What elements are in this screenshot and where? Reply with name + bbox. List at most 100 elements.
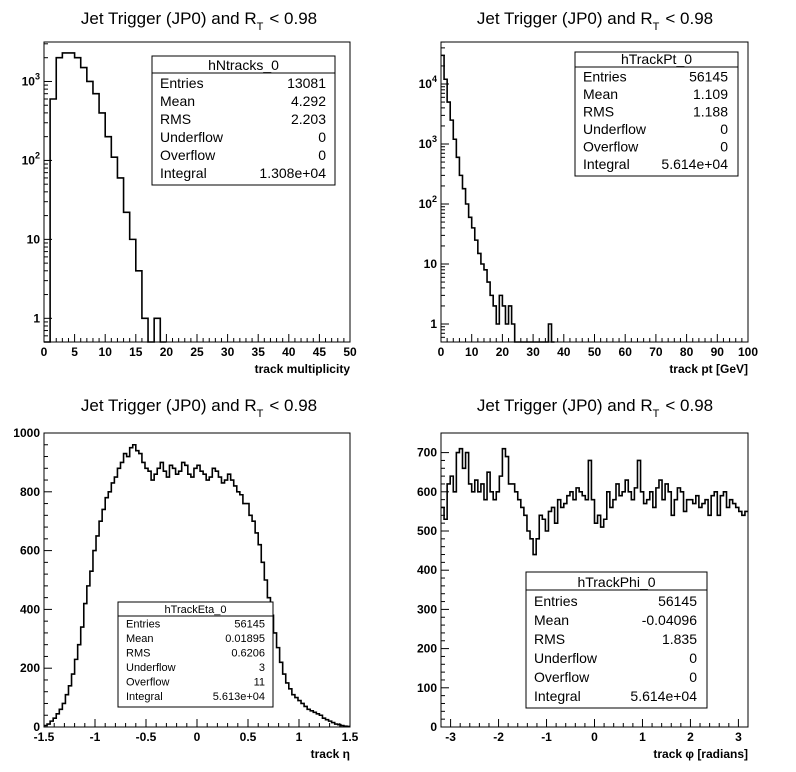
x-tick-label: 40	[557, 345, 571, 359]
stats-label: Underflow	[583, 121, 647, 137]
stats-label: Entries	[160, 75, 204, 91]
x-tick-label: -0.5	[136, 730, 157, 744]
x-tick-label: 5	[71, 345, 78, 359]
plot-title-tail: < 0.98	[269, 396, 317, 415]
x-tick-label: 0.5	[240, 730, 257, 744]
y-tick-label: 0	[33, 720, 40, 734]
x-axis-label: track η	[311, 747, 350, 761]
stats-label: Integral	[126, 691, 163, 703]
stats-value: 13081	[287, 75, 326, 91]
stats-value: 1.308e+04	[259, 165, 326, 181]
y-tick-label: 1000	[13, 426, 40, 440]
y-tick-label: 400	[20, 602, 40, 616]
plot-title: Jet Trigger (JP0) and RT < 0.98	[477, 9, 713, 33]
histogram-line	[44, 52, 167, 343]
x-tick-label: 2	[687, 730, 694, 744]
stats-label: RMS	[126, 648, 150, 660]
x-tick-label: -1	[541, 730, 552, 744]
x-tick-label: 100	[738, 345, 758, 359]
x-tick-label: 1.5	[342, 730, 359, 744]
y-tick-label: 200	[20, 661, 40, 675]
stats-label: Underflow	[534, 650, 598, 666]
x-tick-label: 90	[711, 345, 725, 359]
stats-value: 56145	[689, 69, 728, 85]
stats-value: 1.109	[693, 86, 728, 102]
plot-title-tail: < 0.98	[665, 9, 713, 28]
x-tick-label: 50	[343, 345, 357, 359]
stats-label: Underflow	[160, 129, 224, 145]
stats-label: Integral	[160, 165, 207, 181]
stats-title: hTrackPt_0	[621, 51, 692, 67]
stats-title: hNtracks_0	[208, 57, 279, 73]
plot-title-tail: < 0.98	[269, 9, 317, 28]
stats-label: Overflow	[126, 677, 169, 689]
y-tick-label: 10	[424, 257, 438, 271]
plot-title-tail: < 0.98	[665, 396, 713, 415]
y-tick-label: 104	[419, 74, 437, 91]
x-axis-label: track multiplicity	[255, 362, 351, 376]
plot-title: Jet Trigger (JP0) and RT < 0.98	[477, 396, 713, 420]
stats-label: Entries	[534, 593, 578, 609]
plot-title-main: Jet Trigger (JP0) and R	[81, 396, 257, 415]
stats-value: 0	[318, 129, 326, 145]
x-tick-label: -3	[445, 730, 456, 744]
y-tick-exponent: 3	[432, 134, 437, 144]
y-tick-base: 10	[22, 74, 36, 88]
plot-title-main: Jet Trigger (JP0) and R	[477, 396, 653, 415]
x-tick-label: 0	[194, 730, 201, 744]
y-tick-label: 103	[22, 71, 40, 88]
plot-panel-4: Jet Trigger (JP0) and RT < 0.98 -3 -2 -1 0 1 2 3…	[417, 396, 749, 761]
stats-value: 4.292	[291, 93, 326, 109]
x-tick-label: 50	[588, 345, 602, 359]
stats-label: Entries	[583, 69, 627, 85]
y-tick-base: 10	[22, 153, 36, 167]
stats-value: 0.01895	[225, 633, 265, 645]
stats-value: 0	[689, 650, 697, 666]
stats-value: 0	[318, 147, 326, 163]
stats-label: Overflow	[534, 669, 590, 685]
y-tick-base: 10	[419, 77, 433, 91]
y-tick-label: 1	[33, 311, 40, 325]
y-tick-label: 600	[417, 485, 437, 499]
x-axis-label: track pt [GeV]	[669, 362, 748, 376]
plot-title-main: Jet Trigger (JP0) and R	[477, 9, 653, 28]
x-tick-label: 40	[282, 345, 296, 359]
stats-label: Underflow	[126, 662, 176, 674]
stats-value: 0.6206	[231, 648, 265, 660]
y-tick-label: 100	[417, 681, 437, 695]
x-tick-label: 1	[296, 730, 303, 744]
stats-label: RMS	[583, 104, 614, 120]
y-tick-exponent: 2	[35, 150, 40, 160]
x-tick-label: 3	[735, 730, 742, 744]
stats-title: hTrackEta_0	[165, 604, 227, 616]
stats-value: 1.835	[662, 631, 697, 647]
y-tick-exponent: 2	[432, 194, 437, 204]
plot-title-subscript: T	[653, 408, 660, 420]
x-tick-label: 15	[129, 345, 143, 359]
y-tick-label: 800	[20, 485, 40, 499]
stats-value: 56145	[234, 619, 265, 631]
x-tick-label: 10	[99, 345, 113, 359]
y-tick-label: 0	[430, 720, 437, 734]
x-tick-label: 45	[313, 345, 327, 359]
x-tick-label: 70	[649, 345, 663, 359]
stats-box	[151, 55, 336, 186]
plot-title-subscript: T	[257, 21, 264, 33]
y-tick-label: 103	[419, 134, 437, 151]
plot-title: Jet Trigger (JP0) and RT < 0.98	[81, 9, 317, 33]
plot-title-subscript: T	[257, 408, 264, 420]
stats-label: Integral	[583, 156, 630, 172]
stats-value: 0	[720, 139, 728, 155]
y-tick-base: 1	[430, 317, 437, 331]
stats-value: 2.203	[291, 111, 326, 127]
y-tick-exponent: 3	[35, 71, 40, 81]
x-tick-label: 0	[438, 345, 445, 359]
stats-value: 5.613e+04	[213, 691, 265, 703]
y-tick-base: 10	[27, 232, 41, 246]
y-tick-base: 10	[419, 197, 433, 211]
stats-title: hTrackPhi_0	[577, 574, 655, 590]
stats-value: 3	[259, 662, 265, 674]
stats-value: -0.04096	[642, 612, 697, 628]
x-tick-label: 1	[639, 730, 646, 744]
